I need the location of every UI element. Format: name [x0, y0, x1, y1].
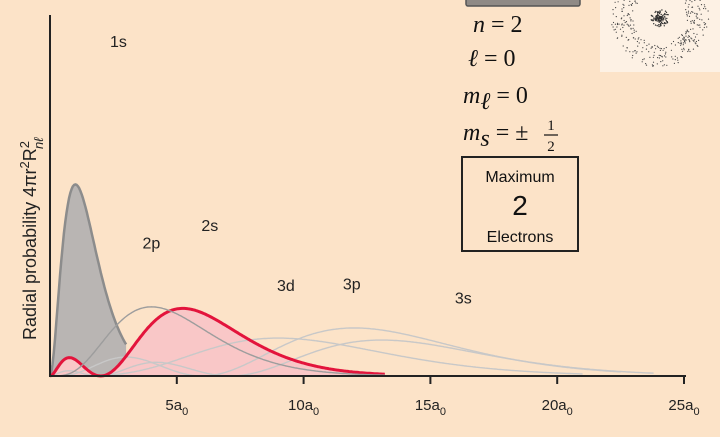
- principal-quantum-number: n = 2: [473, 12, 523, 38]
- max-box-unit: Electrons: [487, 229, 554, 246]
- spin-fraction-denominator: 2: [547, 139, 555, 155]
- curve-label-2p: 2p: [143, 236, 161, 253]
- electron-cloud-image: [611, 0, 710, 67]
- x-tick-label: 20a0: [542, 397, 573, 418]
- max-box-title: Maximum: [485, 169, 554, 186]
- x-tick-label: 15a0: [415, 397, 446, 418]
- x-axis-ticks: 5a0 10a0 15a0 20a0 25a0: [165, 376, 700, 418]
- curve-labels: 1s 2p 2s 3d 3p 3s: [110, 34, 472, 308]
- x-tick-label: 5a0: [165, 397, 188, 418]
- magnetic-quantum-number: mℓ = 0: [463, 83, 528, 115]
- area-1s: [50, 184, 127, 376]
- curve-label-2s: 2s: [201, 218, 218, 235]
- angular-quantum-number: ℓ = 0: [468, 46, 516, 72]
- y-axis-label: Radial probability 4πr2R2nℓ: [17, 137, 46, 340]
- curve-label-1s: 1s: [110, 34, 127, 51]
- curve-fills: [50, 184, 385, 376]
- x-tick-label: 10a0: [288, 397, 319, 418]
- curve-label-3s: 3s: [455, 290, 472, 307]
- max-box-count: 2: [512, 190, 528, 221]
- orbital-thumbnail: [600, 0, 720, 72]
- top-box-fragment: [465, 0, 581, 7]
- curve-1s: [48, 183, 128, 377]
- spin-quantum-number: ms = ±: [463, 120, 528, 152]
- quantum-numbers: n = 2 ℓ = 0 mℓ = 0 ms = ± 1 2: [463, 12, 558, 155]
- curve-label-3d: 3d: [277, 278, 295, 295]
- curve-label-3p: 3p: [343, 276, 361, 293]
- x-tick-label: 25a0: [668, 397, 699, 418]
- curve-3d: [50, 337, 583, 377]
- maximum-electrons-box: Maximum 2 Electrons: [461, 156, 579, 252]
- max-box-border: [461, 156, 579, 252]
- area-2s: [50, 308, 385, 376]
- spin-fraction-numerator: 1: [547, 118, 555, 134]
- curve-3p: [50, 327, 621, 377]
- curve-2p: [50, 306, 385, 377]
